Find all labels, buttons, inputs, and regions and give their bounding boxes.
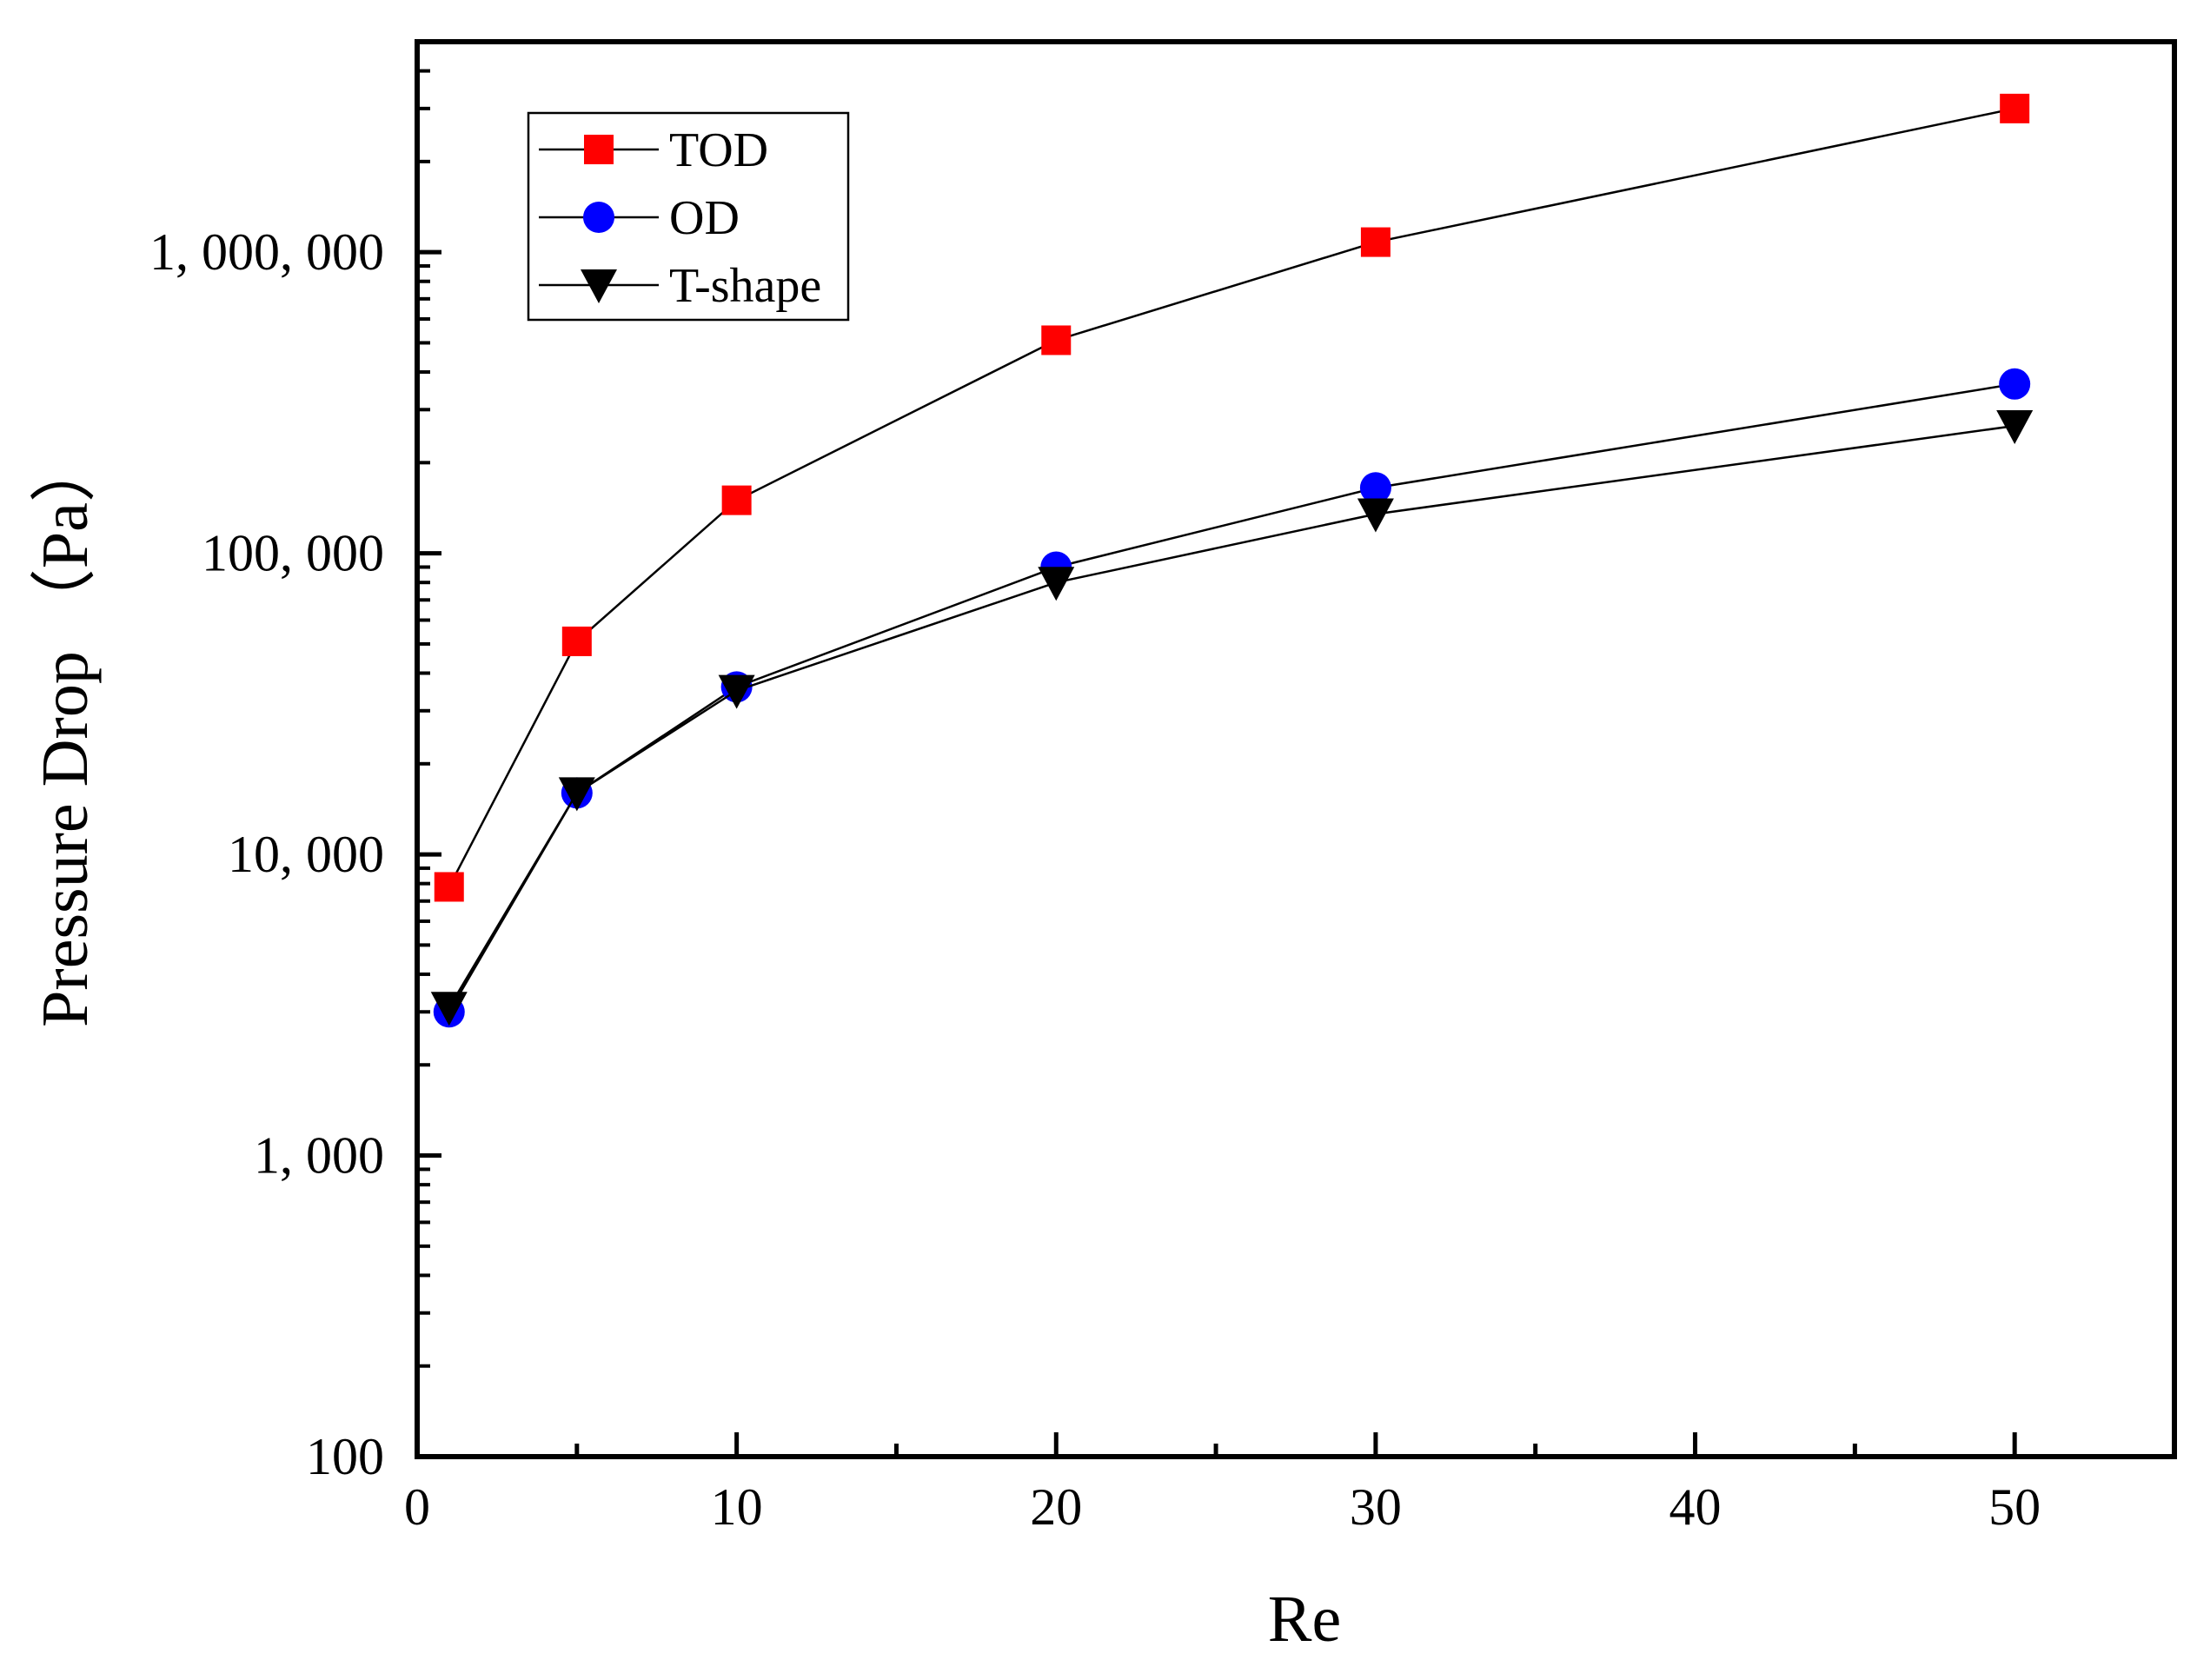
legend-marker [584, 135, 614, 164]
data-point [2000, 93, 2030, 123]
data-point [1357, 498, 1394, 533]
data-point [561, 626, 592, 656]
series-od [433, 368, 2031, 1028]
legend-label: T-shape [669, 259, 821, 313]
data-point [1996, 409, 2034, 444]
series-line [448, 382, 2015, 1013]
data-point [718, 674, 755, 709]
x-tick-label: 10 [711, 1478, 763, 1536]
y-tick-label: 100 [306, 1428, 384, 1485]
legend-label: OD [669, 191, 740, 245]
series-t-shape [430, 409, 2034, 1026]
x-tick-label: 50 [1988, 1478, 2041, 1536]
data-point [721, 485, 752, 515]
legend-item: T-shape [539, 259, 821, 313]
series-line [448, 424, 2015, 1008]
x-tick-label: 20 [1030, 1478, 1082, 1536]
plot-frame [415, 39, 2177, 1459]
x-tick-label: 30 [1350, 1478, 1402, 1536]
legend-marker [583, 202, 614, 233]
legend-marker [581, 269, 617, 303]
data-point [430, 992, 468, 1026]
data-point [1360, 227, 1391, 257]
data-point [434, 872, 464, 902]
y-tick-label: 100, 000 [202, 525, 384, 582]
y-tick-label: 10, 000 [228, 826, 384, 883]
y-tick-label: 1, 000, 000 [149, 223, 384, 281]
series-line [448, 107, 2015, 888]
legend-label: TOD [669, 123, 768, 177]
legend-item: TOD [539, 123, 768, 177]
data-point [1999, 368, 2031, 400]
x-tick-label: 40 [1669, 1478, 1722, 1536]
legend-item: OD [539, 191, 740, 245]
data-point [558, 777, 595, 812]
series-tod [434, 93, 2030, 902]
x-axis-title: Re [1268, 1583, 1341, 1656]
data-point [1041, 325, 1072, 355]
y-tick-label: 1, 000 [254, 1127, 384, 1185]
data-point [1038, 567, 1075, 601]
data-point [1359, 472, 1391, 504]
x-tick-label: 0 [404, 1478, 430, 1536]
y-axis-title: Pressure Drop （Pa） [29, 436, 102, 1027]
